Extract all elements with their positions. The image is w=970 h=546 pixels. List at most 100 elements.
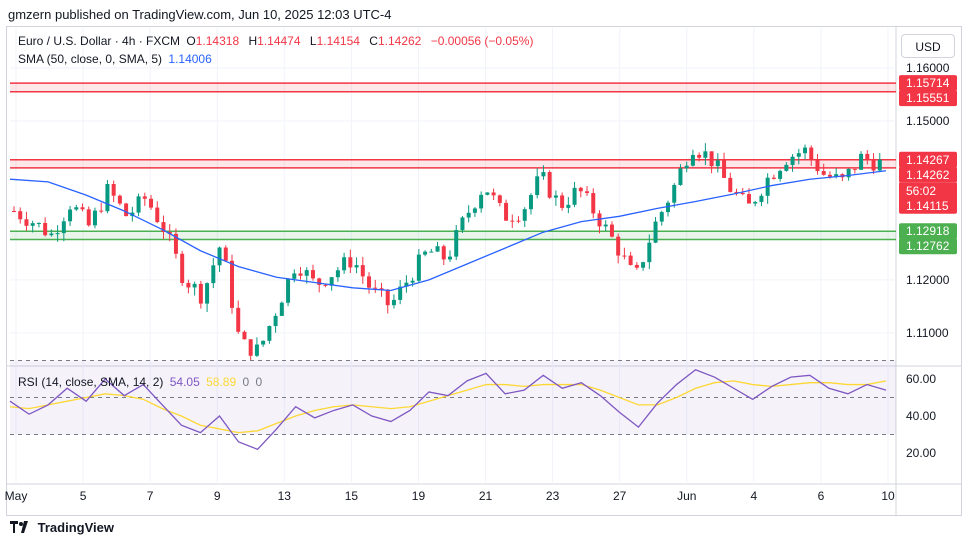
candle-body — [329, 277, 334, 286]
resistance-zone — [10, 83, 896, 92]
price-tick-label: 1.15000 — [906, 114, 950, 128]
candle-body — [871, 159, 876, 171]
footer-brand[interactable]: TradingView — [10, 520, 114, 535]
candle-body — [454, 230, 459, 257]
candle-body — [709, 151, 714, 167]
time-tick-label: 10 — [881, 489, 895, 503]
candle-body — [198, 283, 203, 304]
candle-body — [846, 168, 851, 178]
candle-body — [80, 207, 85, 210]
symbol-label[interactable]: Euro / U.S. Dollar · 4h · FXCM — [18, 34, 181, 48]
candle-body — [553, 195, 558, 198]
sma-value: 1.14006 — [168, 52, 212, 66]
candle-body — [441, 246, 446, 260]
candle-body — [578, 187, 583, 192]
candle-body — [541, 172, 546, 177]
candle-body — [335, 270, 340, 278]
candle-body — [622, 255, 627, 257]
candle-body — [528, 195, 533, 210]
price-legend: Euro / U.S. Dollar · 4h · FXCM O1.14318 … — [18, 34, 536, 48]
price-label-box — [899, 90, 957, 107]
candle-body — [55, 233, 60, 235]
time-tick-label: 15 — [345, 489, 359, 503]
price-label-text: 1.14262 — [906, 168, 950, 182]
candle-body — [690, 154, 695, 166]
candle-body — [653, 221, 658, 243]
candle-body — [286, 278, 291, 303]
candle-body — [827, 174, 832, 177]
candle-body — [24, 219, 29, 226]
candle-body — [310, 270, 315, 279]
time-tick-label: Jun — [677, 489, 696, 503]
currency-button[interactable]: USD — [901, 34, 955, 58]
time-tick-label: 6 — [818, 489, 825, 503]
candle-body — [666, 202, 670, 213]
candle-body — [304, 270, 309, 276]
candle-body — [398, 286, 403, 300]
candle-body — [49, 233, 54, 236]
candle-body — [74, 207, 79, 210]
candle-body — [647, 242, 652, 263]
close-label: C — [369, 34, 378, 48]
candle-body — [784, 164, 789, 171]
candle-body — [423, 251, 428, 255]
price-label-text: 1.12762 — [906, 239, 950, 253]
candle-body — [722, 160, 727, 178]
chart-frame — [6, 26, 962, 516]
close-value: 1.14262 — [377, 34, 422, 48]
candle-body — [859, 153, 864, 170]
candle-body — [460, 217, 465, 231]
candle-body — [510, 220, 515, 222]
time-tick-label: 13 — [278, 489, 292, 503]
candle-body — [479, 194, 484, 209]
candle-body — [852, 168, 857, 170]
candle-body — [728, 177, 733, 192]
rsi-extra-2: 0 — [255, 375, 263, 389]
candle-body — [192, 283, 197, 288]
candle-body — [697, 154, 702, 158]
candle-body — [672, 184, 677, 203]
change-value: −0.00056 (−0.05%) — [430, 34, 534, 48]
price-label-text: 1.15714 — [906, 76, 950, 90]
candle-body — [572, 187, 577, 205]
candle-body — [703, 151, 708, 158]
open-value: 1.14318 — [195, 34, 240, 48]
candle-body — [834, 174, 839, 177]
rsi-label[interactable]: RSI (14, close, SMA, 14, 2) — [18, 375, 164, 389]
candle-body — [771, 177, 776, 179]
candle-body — [124, 203, 129, 217]
sma-label[interactable]: SMA (50, close, 0, SMA, 5) — [18, 52, 163, 66]
candle-body — [778, 170, 783, 179]
candle-body — [678, 168, 683, 185]
time-tick-label: 23 — [546, 489, 560, 503]
candle-body — [740, 192, 745, 195]
support-zone — [10, 231, 896, 240]
price-label-text: 1.15551 — [906, 91, 950, 105]
candle-body — [142, 196, 147, 199]
candle-body — [354, 265, 359, 268]
candle-body — [230, 260, 234, 308]
price-label-box — [899, 223, 957, 240]
time-tick-label: 27 — [613, 489, 627, 503]
candle-body — [149, 198, 154, 208]
candle-body — [61, 221, 66, 234]
open-label: O — [186, 34, 196, 48]
candle-body — [43, 222, 48, 236]
time-tick-label: 4 — [751, 489, 758, 503]
candle-body — [236, 307, 241, 332]
candle-body — [877, 159, 882, 171]
candle-body — [485, 192, 490, 195]
rsi-value: 54.05 — [169, 375, 200, 389]
countdown-text: 56:02 — [906, 184, 936, 198]
candle-body — [566, 204, 571, 208]
candle-body — [211, 265, 216, 284]
candle-body — [317, 278, 322, 285]
candle-body — [367, 276, 372, 288]
candle-body — [591, 193, 596, 214]
countdown-box — [899, 182, 957, 199]
rsi-extra-1: 0 — [242, 375, 250, 389]
time-tick-label: 5 — [80, 489, 87, 503]
price-label-box — [899, 197, 957, 214]
candle-body — [634, 264, 639, 268]
